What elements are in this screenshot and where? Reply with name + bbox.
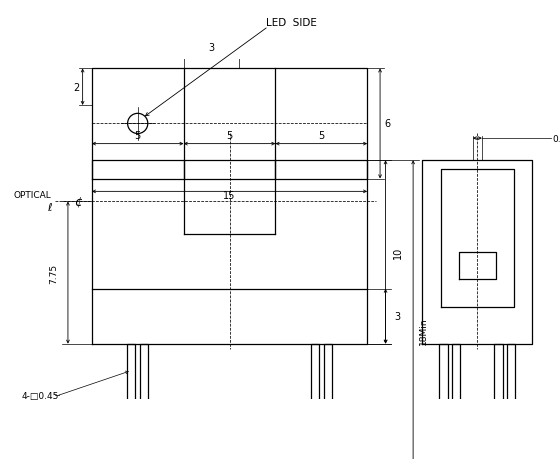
Text: 5: 5 [318,131,324,140]
Text: 5: 5 [134,131,141,140]
Text: 3: 3 [394,312,400,321]
Text: 4-□0.45: 4-□0.45 [22,391,59,400]
Text: ℓ: ℓ [47,203,52,213]
Text: 7.75: 7.75 [49,263,58,283]
Text: LED  SIDE: LED SIDE [266,18,317,28]
Text: 2: 2 [73,83,80,93]
Text: 0.5(APERTURE): 0.5(APERTURE) [553,134,560,143]
Text: 10: 10 [393,246,403,258]
Text: 5: 5 [226,131,232,140]
Text: 6: 6 [384,119,390,129]
Text: 3: 3 [208,43,214,53]
Text: 15: 15 [223,190,236,200]
Text: ¢: ¢ [74,196,82,208]
Text: OPTICAL: OPTICAL [13,190,52,199]
Text: 18Min: 18Min [419,317,428,344]
